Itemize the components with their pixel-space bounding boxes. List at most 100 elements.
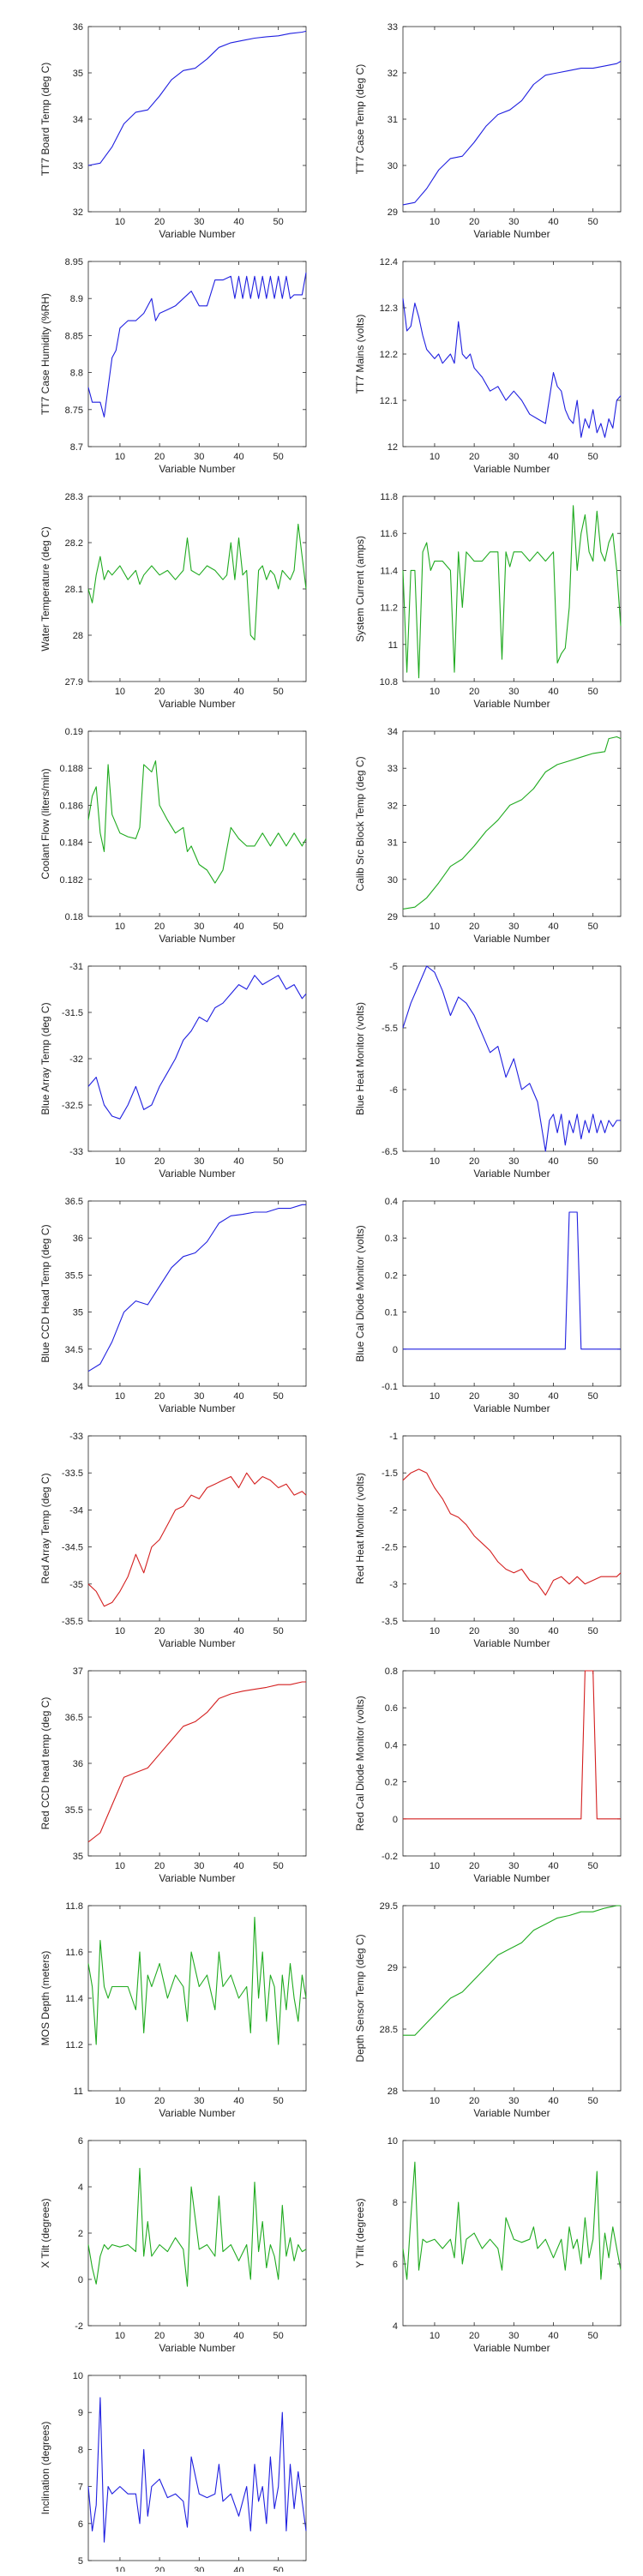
y-tick-label: 32 [388, 69, 398, 79]
y-tick-label: 11.4 [380, 566, 398, 576]
x-tick-label: 20 [154, 1156, 165, 1167]
x-axis-label: Variable Number [473, 2342, 550, 2354]
series-line [87, 1681, 306, 1843]
y-tick-label: 0.4 [385, 1740, 398, 1750]
chart-18: 28 28.5 29 29.5 10 20 30 40 50 Variable Number Dep… [354, 1901, 622, 2119]
x-tick-label: 50 [273, 1156, 284, 1167]
plot-frame [402, 1435, 622, 1622]
x-axis-label: Variable Number [473, 698, 550, 710]
y-tick-label: 8.75 [65, 405, 83, 416]
y-tick-label: 11.8 [65, 1901, 83, 1912]
x-axis-label: Variable Number [159, 463, 235, 475]
x-tick-label: 40 [233, 2331, 243, 2341]
x-tick-label: 40 [233, 452, 243, 462]
x-tick-label: 10 [430, 922, 440, 932]
chart-6: 10.8 11 11.2 11.4 11.6 11.8 10 20 30 40 50 Variable… [354, 492, 622, 710]
y-tick-label: -35.5 [62, 1617, 83, 1627]
x-tick-label: 10 [115, 2566, 125, 2572]
y-tick-label: 10.8 [380, 677, 398, 688]
y-tick-label: 35 [73, 1308, 83, 1318]
y-tick-label: -31.5 [62, 1008, 83, 1018]
x-tick-label: 30 [508, 1626, 519, 1636]
y-tick-label: 10 [388, 2136, 398, 2147]
chart-11: 34 34.5 35 35.5 36 36.5 10 20 30 40 50 Variable Num… [39, 1197, 307, 1414]
x-axis-label: Variable Number [473, 463, 550, 475]
x-tick-label: 10 [115, 2096, 125, 2106]
chart-7: 0.18 0.182 0.184 0.186 0.188 0.19 10 20 30 40 50 Va… [39, 727, 307, 945]
series-line [402, 505, 622, 679]
x-tick-label: 20 [469, 687, 479, 697]
x-tick-label: 30 [194, 1391, 204, 1402]
x-tick-label: 20 [154, 2331, 165, 2341]
y-axis-label: Blue Array Temp (deg C) [39, 1002, 51, 1114]
y-axis-label: TT7 Case Humidity (%RH) [39, 293, 51, 415]
x-axis-label: Variable Number [159, 228, 235, 240]
y-tick-label: -34 [69, 1505, 83, 1516]
y-tick-label: 10 [73, 2371, 83, 2381]
x-tick-label: 20 [154, 2096, 165, 2106]
plot-frame [402, 495, 622, 682]
series-line [402, 736, 622, 910]
x-tick-label: 30 [508, 1391, 519, 1402]
x-tick-label: 10 [115, 1391, 125, 1402]
plot-frame [402, 730, 622, 917]
x-tick-label: 50 [273, 452, 284, 462]
series-line [87, 760, 307, 884]
x-tick-label: 20 [154, 452, 165, 462]
x-tick-label: 10 [430, 2096, 440, 2106]
y-axis-label: Coolant Flow (liters/min) [39, 768, 51, 879]
y-tick-label: 11.8 [380, 492, 398, 502]
x-tick-label: 30 [194, 1861, 204, 1871]
x-axis-label: Variable Number [473, 1402, 550, 1414]
x-tick-label: 10 [115, 1861, 125, 1871]
y-tick-label: 36.5 [65, 1197, 83, 1207]
x-tick-label: 30 [194, 2096, 204, 2106]
y-tick-label: 28.1 [65, 585, 83, 595]
chart-19: -2 0 2 4 6 10 20 30 40 50 Variable Number X Tilt (d… [39, 2136, 307, 2354]
y-tick-label: 0.184 [59, 838, 83, 849]
x-tick-label: 40 [548, 1861, 558, 1871]
x-tick-label: 40 [233, 217, 243, 227]
y-axis-label: TT7 Case Temp (deg C) [354, 64, 366, 175]
x-axis-label: Variable Number [159, 698, 235, 710]
x-tick-label: 30 [194, 687, 204, 697]
x-tick-label: 20 [469, 1626, 479, 1636]
y-tick-label: 35.5 [65, 1270, 83, 1281]
y-tick-label: 11.4 [65, 1994, 83, 2004]
x-axis-label: Variable Number [473, 2107, 550, 2119]
y-tick-label: 34 [73, 115, 83, 125]
chart-2: 29 30 31 32 33 10 20 30 40 50 Variable Number TT7 C… [354, 22, 622, 240]
y-tick-label: 31 [388, 838, 398, 849]
x-axis-label: Variable Number [473, 933, 550, 945]
y-tick-label: -1.5 [382, 1468, 398, 1479]
y-tick-label: 5 [78, 2556, 83, 2567]
x-tick-label: 50 [273, 1391, 284, 1402]
y-tick-label: 0.1 [385, 1308, 398, 1318]
y-tick-label: -32.5 [62, 1101, 83, 1111]
plot-frame [402, 965, 622, 1152]
x-tick-label: 10 [115, 2331, 125, 2341]
x-tick-label: 10 [430, 2331, 440, 2341]
y-axis-label: TT7 Mains (volts) [354, 315, 366, 394]
y-tick-label: -31 [69, 962, 83, 972]
y-tick-label: 0 [393, 1815, 398, 1825]
series-line [402, 61, 622, 206]
y-tick-label: 12.4 [380, 257, 398, 267]
y-axis-label: MOS Depth (meters) [39, 1951, 51, 2046]
series-line [402, 2161, 622, 2280]
y-tick-label: 6 [78, 2519, 83, 2530]
x-axis-label: Variable Number [159, 2342, 235, 2354]
y-tick-label: 35.5 [65, 1805, 83, 1816]
x-tick-label: 20 [469, 452, 479, 462]
x-tick-label: 10 [430, 687, 440, 697]
y-axis-label: Blue Cal Diode Monitor (volts) [354, 1225, 366, 1361]
y-tick-label: 12.3 [380, 303, 398, 314]
x-tick-label: 20 [469, 2331, 479, 2341]
x-tick-label: 40 [548, 217, 558, 227]
y-tick-label: 0.3 [385, 1234, 398, 1244]
y-tick-label: -1 [389, 1432, 398, 1442]
series-line [87, 2397, 307, 2543]
y-tick-label: 34.5 [65, 1345, 83, 1355]
